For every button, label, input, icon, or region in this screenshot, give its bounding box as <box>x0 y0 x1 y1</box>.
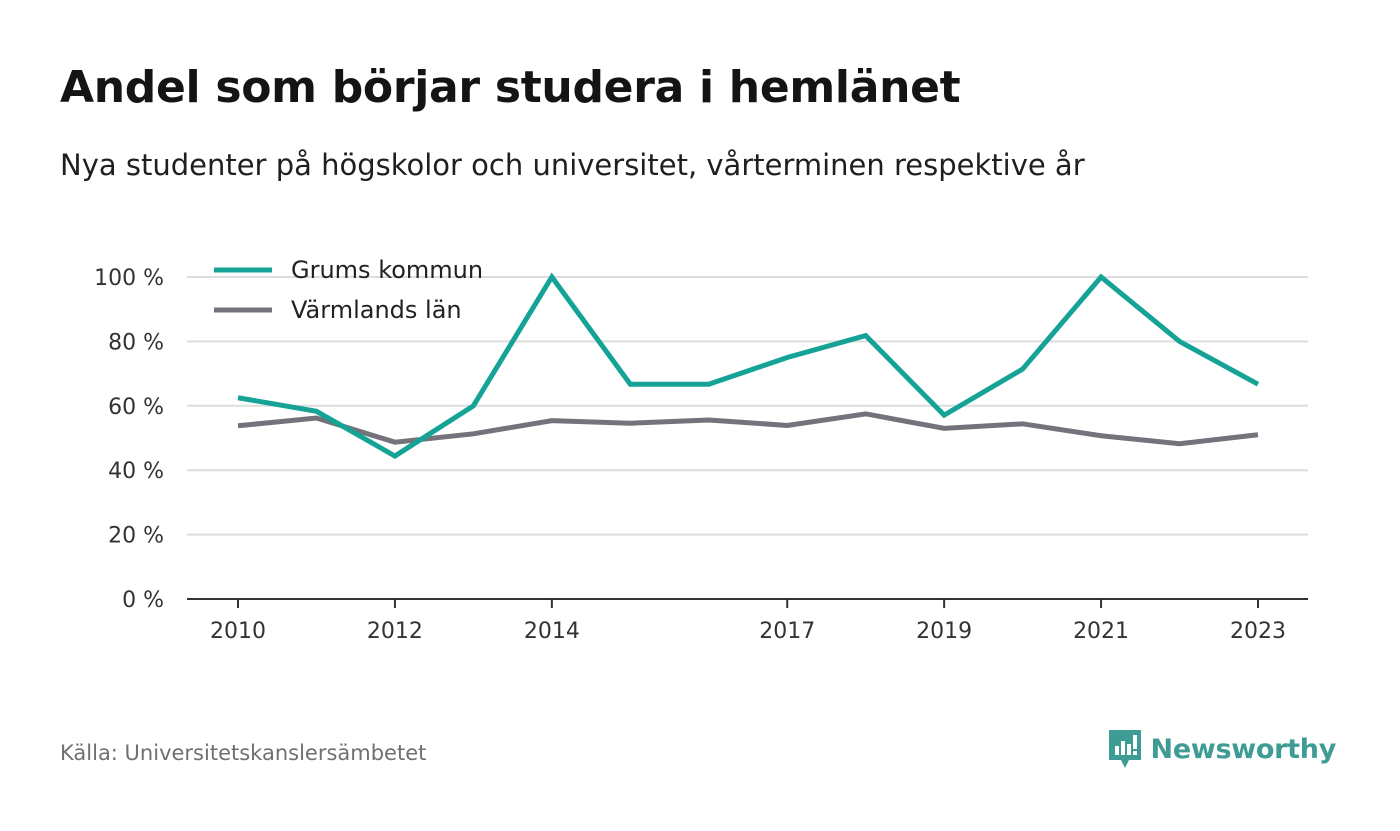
data-point <box>1099 433 1104 438</box>
data-point <box>392 454 397 459</box>
chart-title: Andel som börjar studera i hemlänet <box>60 62 961 113</box>
data-point <box>392 440 397 445</box>
data-point <box>863 333 868 338</box>
data-point <box>1020 367 1025 372</box>
x-tick-label: 2023 <box>1230 619 1286 644</box>
chart-subtitle: Nya studenter på högskolor och universit… <box>60 148 1085 182</box>
data-point <box>236 395 241 400</box>
data-point <box>706 417 711 422</box>
y-tick-label: 20 % <box>108 524 164 549</box>
data-point <box>1256 382 1261 387</box>
x-tick-label: 2014 <box>524 619 580 644</box>
x-tick-label: 2017 <box>759 619 815 644</box>
data-point <box>628 421 633 426</box>
x-tick-label: 2021 <box>1073 619 1129 644</box>
newsworthy-logo-icon <box>1108 730 1141 768</box>
x-axis: 2010 2012 2014 2017 2019 2021 2023 <box>187 598 1308 644</box>
x-tick-label: 2010 <box>210 619 266 644</box>
legend-label: Värmlands län <box>291 296 462 324</box>
data-point <box>863 411 868 416</box>
brand-name: Newsworthy <box>1150 733 1337 765</box>
grid-lines <box>187 276 1308 536</box>
data-point <box>1177 441 1182 446</box>
data-point <box>1256 432 1261 437</box>
y-tick-label: 40 % <box>108 459 164 484</box>
data-point <box>1020 421 1025 426</box>
series-lines <box>236 272 1261 459</box>
data-point <box>549 275 554 280</box>
data-point <box>471 431 476 436</box>
data-point <box>471 403 476 408</box>
data-point <box>1099 275 1104 280</box>
data-point <box>549 418 554 423</box>
y-tick-label: 80 % <box>108 330 164 355</box>
data-point <box>314 409 319 414</box>
data-point <box>706 382 711 387</box>
data-point <box>236 423 241 428</box>
y-axis: 0 % 20 % 40 % 60 % 80 % 100 % <box>94 266 164 613</box>
legend: Grums kommun Värmlands län <box>214 256 483 324</box>
brand-logo: Newsworthy <box>1107 728 1336 770</box>
line-chart: 0 %20 %40 %60 %80 %100 % 2010 2012 2014 201… <box>94 256 1308 644</box>
x-tick-label: 2019 <box>916 619 972 644</box>
data-point <box>785 355 790 360</box>
y-tick-label: 100 % <box>94 266 164 291</box>
source-note: Källa: Universitetskanslersämbetet <box>60 741 427 765</box>
data-point <box>942 426 947 431</box>
y-tick-label: 0 % <box>122 588 164 613</box>
y-tick-label: 60 % <box>108 395 164 420</box>
series-line-1 <box>237 411 1259 447</box>
series-line-0 <box>237 272 1260 459</box>
data-point <box>785 423 790 428</box>
legend-label: Grums kommun <box>291 256 483 284</box>
x-tick-label: 2012 <box>367 619 423 644</box>
data-point <box>1177 339 1182 344</box>
data-point <box>628 382 633 387</box>
data-point <box>942 413 947 418</box>
data-point <box>314 416 319 421</box>
